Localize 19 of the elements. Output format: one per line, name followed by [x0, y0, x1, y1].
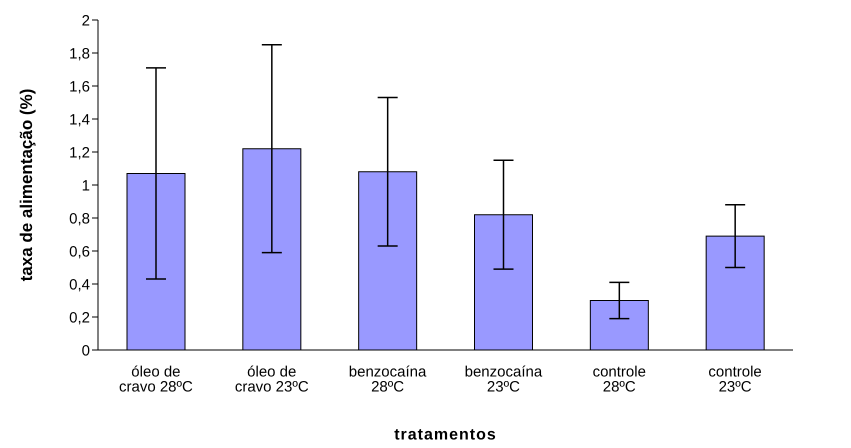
y-tick-label: 1,8: [69, 45, 90, 62]
y-tick-label: 0: [82, 342, 90, 360]
y-tick-label: 1: [82, 177, 90, 194]
x-tick-label: óleo de cravo 23ºC: [234, 364, 309, 396]
y-tick-label: 0,6: [69, 243, 90, 260]
y-tick-label: 0,2: [69, 309, 90, 326]
y-tick-label: 1,4: [69, 111, 90, 128]
y-tick-label: 1,2: [69, 144, 90, 162]
x-tick-label: benzocaína 23ºC: [464, 364, 543, 396]
x-tick-label: benzocaína 28ºC: [348, 364, 428, 396]
y-tick-label: 0,8: [69, 210, 90, 228]
x-tick-label: óleo de cravo 28ºC: [118, 364, 194, 396]
x-axis-title: tratamentos: [394, 426, 497, 444]
y-tick-label: 1,6: [69, 78, 90, 96]
y-axis-title: taxa de alimentação (%): [17, 88, 36, 282]
y-tick-label: 0,4: [69, 276, 90, 294]
x-tick-label: controle 23ºC: [708, 364, 762, 396]
y-tick-label: 2: [82, 12, 90, 30]
x-tick-label: controle 28ºC: [592, 364, 646, 396]
